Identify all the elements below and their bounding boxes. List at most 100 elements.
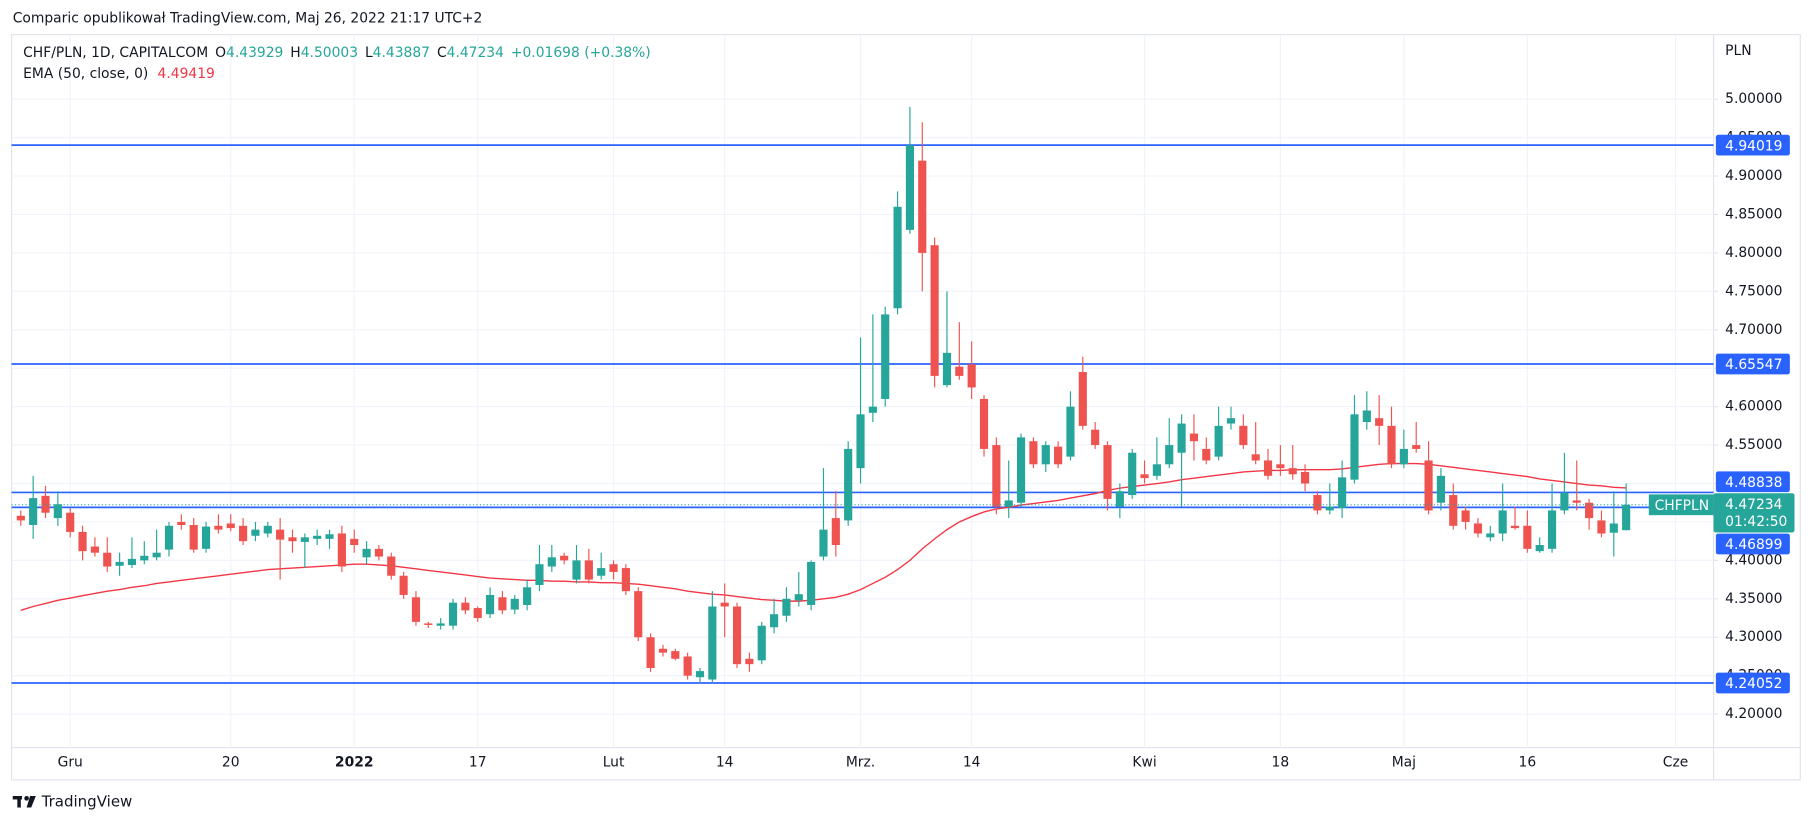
candle-body xyxy=(41,495,50,513)
y-tick-label: 4.85000 xyxy=(1725,206,1782,222)
candle-body xyxy=(498,597,507,611)
candle-body xyxy=(1091,429,1100,446)
candle-body xyxy=(905,145,914,230)
y-tick-label: 4.60000 xyxy=(1725,399,1782,415)
candle-body xyxy=(918,160,927,253)
x-tick-label: 14 xyxy=(716,755,734,771)
candle-body xyxy=(1288,468,1297,475)
brand-logo xyxy=(12,796,36,808)
x-tick-label: 14 xyxy=(963,755,981,771)
candle-body xyxy=(300,537,309,542)
candle-body xyxy=(732,606,742,665)
candle-body xyxy=(1189,433,1199,442)
candle-body xyxy=(103,552,112,567)
candle-body xyxy=(634,591,643,638)
candle-body xyxy=(411,597,421,622)
candle-body xyxy=(1239,425,1248,446)
candle-body xyxy=(152,552,161,558)
candle-body xyxy=(757,625,766,661)
candle-body xyxy=(1609,523,1618,533)
candle-body xyxy=(1362,410,1371,423)
candle-body xyxy=(214,525,223,530)
candle-body xyxy=(671,651,680,659)
candle-body xyxy=(1301,471,1310,484)
ema-name: EMA (50, close, 0) xyxy=(23,66,148,82)
candle-body xyxy=(1103,445,1112,499)
candle-body xyxy=(1412,445,1421,449)
candle-body xyxy=(29,498,38,526)
x-tick-label: Lut xyxy=(603,755,625,771)
y-tick-label: 4.55000 xyxy=(1725,437,1782,453)
candle-body xyxy=(448,602,458,626)
y-tick-label: 4.20000 xyxy=(1725,706,1782,722)
candle-body xyxy=(683,656,692,676)
candle-body xyxy=(276,529,285,540)
candle-body xyxy=(1115,491,1124,507)
candle-body xyxy=(1547,510,1557,549)
candle-body xyxy=(1449,495,1458,526)
logo-part xyxy=(24,796,29,801)
candle-body xyxy=(597,568,606,576)
y-tick-label: 4.80000 xyxy=(1725,245,1782,261)
candle-body xyxy=(856,414,865,469)
candle-body xyxy=(239,525,248,542)
candle-body xyxy=(1029,441,1038,465)
candle-body xyxy=(164,525,174,550)
candle-body xyxy=(584,560,593,580)
price-badge-label: 4.65547 xyxy=(1725,357,1782,373)
price-unit: PLN xyxy=(1725,43,1751,59)
ohlc-label: C xyxy=(437,45,447,61)
price-badge-label: 4.94019 xyxy=(1725,138,1782,154)
candle-body xyxy=(1461,510,1470,522)
candle-body xyxy=(819,529,828,557)
candle-body xyxy=(1276,464,1285,469)
brand-name: TradingView xyxy=(41,792,133,810)
candle-body xyxy=(1338,477,1347,509)
ohlc-value: 4.47234 xyxy=(447,45,505,61)
candle-body xyxy=(66,512,75,532)
x-tick-label: 20 xyxy=(222,755,240,771)
candle-body xyxy=(362,548,371,558)
ohlc-value: 4.43887 xyxy=(373,45,430,61)
candle-body xyxy=(1152,464,1161,476)
candle-body xyxy=(1387,425,1396,465)
candle-body xyxy=(893,206,902,309)
candle-body xyxy=(53,504,62,519)
candle-body xyxy=(1498,510,1507,534)
plot-area xyxy=(11,34,1714,748)
candle-body xyxy=(979,398,989,449)
candle-body xyxy=(1585,502,1594,519)
candle-body xyxy=(992,445,1001,507)
candle-body xyxy=(424,623,433,625)
candle-body xyxy=(1510,525,1520,529)
price-badge xyxy=(1715,134,1790,156)
candle-body xyxy=(1004,500,1013,507)
y-tick-label: 4.35000 xyxy=(1725,591,1782,607)
candle-body xyxy=(1622,504,1631,531)
last-price-badge xyxy=(1713,493,1795,533)
candle-body xyxy=(1375,418,1384,426)
candle-body xyxy=(115,561,124,566)
x-tick-label: Mrz. xyxy=(846,755,875,771)
x-tick-label: 2022 xyxy=(335,755,374,771)
candle-body xyxy=(1424,460,1433,511)
candle-body xyxy=(547,557,556,567)
candle-body xyxy=(782,598,791,616)
candle-body xyxy=(1436,475,1445,503)
candle-body xyxy=(560,555,569,561)
candle-body xyxy=(263,525,272,534)
candle-body xyxy=(251,529,260,536)
y-tick-label: 4.70000 xyxy=(1725,322,1782,338)
price-badge xyxy=(1715,672,1790,694)
candle-body xyxy=(1251,454,1260,461)
candle-body xyxy=(436,623,445,626)
candle-body xyxy=(794,594,803,601)
candle-body xyxy=(1560,492,1569,511)
candle-body xyxy=(510,598,519,610)
price-badge xyxy=(1715,353,1790,375)
candle-body xyxy=(90,546,99,553)
candle-body xyxy=(621,568,630,592)
candle-body xyxy=(1226,418,1236,424)
candle-body xyxy=(350,538,359,546)
